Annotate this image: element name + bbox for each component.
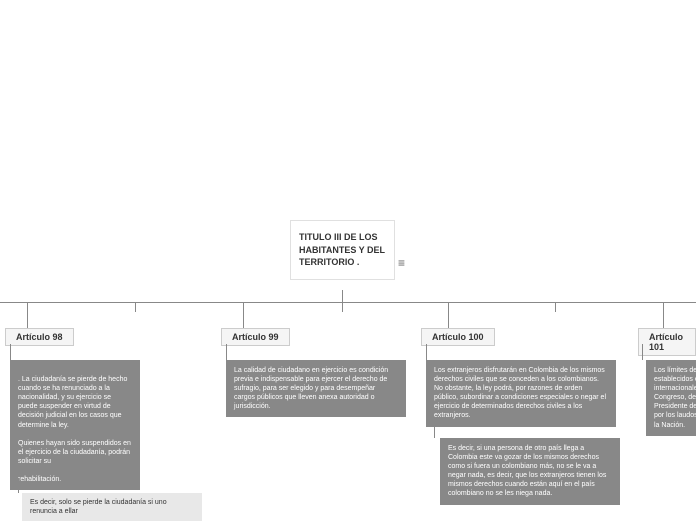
conn-99b: [226, 344, 227, 360]
article-99-label-text: Artículo 99: [232, 332, 279, 342]
article-101-content: Los límites de Colombia son los establec…: [646, 360, 696, 436]
article-99-content-text: La calidad de ciudadano en ejercicio es …: [234, 367, 388, 410]
tick-3: [448, 302, 449, 312]
article-98-content-text: . La ciudadanía se pierde de hecho cuand…: [18, 376, 131, 483]
title-text: TITULO III DE LOS HABITANTES Y DEL TERRI…: [299, 232, 385, 267]
tick-3b: [555, 302, 556, 312]
title-box: TITULO III DE LOS HABITANTES Y DEL TERRI…: [290, 220, 395, 280]
article-100-sub-text: Es decir, si una persona de otro país ll…: [448, 445, 606, 497]
tick-1b: [135, 302, 136, 312]
conn-98a: [27, 312, 28, 328]
horizontal-connector: [0, 302, 696, 303]
article-100-content-text: Los extranjeros disfrutarán en Colombia …: [434, 367, 606, 419]
article-98-sub: Es decir, solo se pierde la ciudadanía s…: [22, 493, 202, 521]
article-98-label-text: Artículo 98: [16, 332, 63, 342]
conn-100a: [448, 312, 449, 328]
article-101-content-text: Los límites de Colombia son los establec…: [654, 367, 696, 429]
article-98-content: . La ciudadanía se pierde de hecho cuand…: [10, 360, 140, 490]
tick-2b: [342, 302, 343, 312]
article-98-label: Artículo 98: [5, 328, 74, 346]
conn-98b: [10, 344, 11, 360]
article-100-label-text: Artículo 100: [432, 332, 484, 342]
tick-2: [243, 302, 244, 312]
article-99-label: Artículo 99: [221, 328, 290, 346]
conn-100b: [426, 344, 427, 360]
article-99-content: La calidad de ciudadano en ejercicio es …: [226, 360, 406, 417]
tick-1: [27, 302, 28, 312]
conn-100c: [434, 420, 435, 438]
menu-icon[interactable]: ≡: [398, 256, 405, 270]
conn-101b: [642, 344, 643, 360]
article-100-label: Artículo 100: [421, 328, 495, 346]
article-98-sub-text: Es decir, solo se pierde la ciudadanía s…: [30, 499, 167, 515]
article-100-content: Los extranjeros disfrutarán en Colombia …: [426, 360, 616, 427]
conn-101a: [663, 312, 664, 328]
article-100-sub: Es decir, si una persona de otro país ll…: [440, 438, 620, 505]
article-101-label: Artículo 101: [638, 328, 696, 356]
conn-98c: [18, 478, 19, 493]
article-101-label-text: Artículo 101: [649, 332, 683, 352]
title-connector: [342, 290, 343, 302]
tick-4: [663, 302, 664, 312]
conn-99a: [243, 312, 244, 328]
